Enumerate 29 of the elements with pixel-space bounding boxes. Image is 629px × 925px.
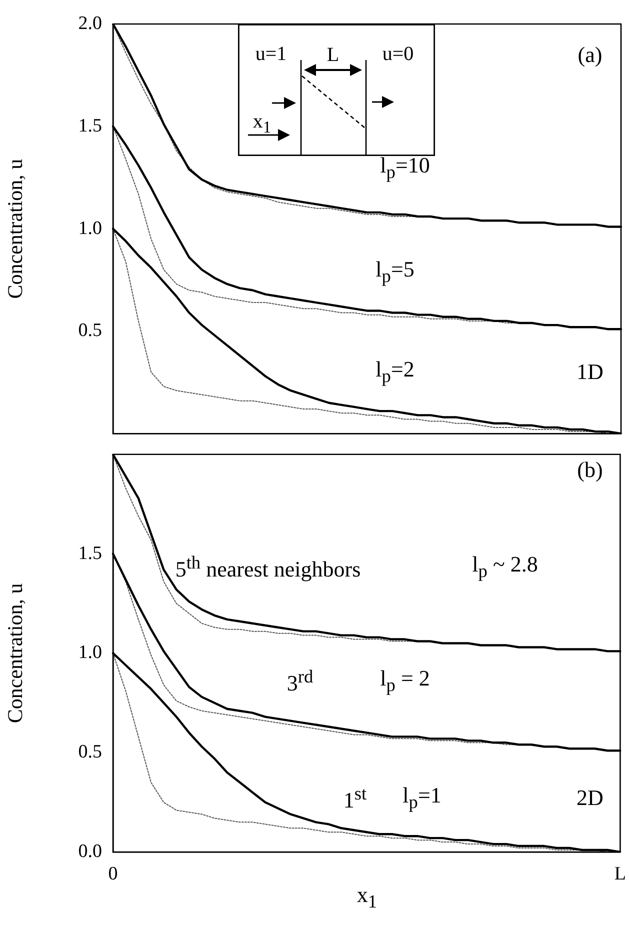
- annotation: l$_{p}$=5: [376, 256, 414, 286]
- annotation: 1$^{st}$: [343, 783, 367, 813]
- annotation: L: [326, 44, 340, 66]
- annotation: l$_{p}$=1: [402, 782, 442, 812]
- annotation: 5$^{th}$ nearest neighbors: [175, 552, 361, 582]
- y-tick-label: 1.0: [78, 218, 102, 239]
- y-axis-title: Concentration, u: [3, 158, 28, 299]
- annotation: 1D: [576, 359, 604, 384]
- y-tick-label: 0.5: [78, 320, 102, 342]
- y-tick-label: 1.5: [78, 115, 102, 136]
- annotation: x$_{1}$: [252, 110, 272, 137]
- y-tick-label: 0.5: [78, 742, 102, 763]
- x-tick-label: 0: [108, 863, 118, 884]
- y-tick-label: 1.0: [78, 642, 102, 664]
- annotation: u=0: [382, 43, 414, 65]
- annotation: 3$^{rd}$: [286, 666, 314, 696]
- annotation: l$_{p}$=10: [380, 152, 430, 182]
- annotation: (b): [577, 457, 603, 482]
- annotation: l$_{p}$ = 2: [380, 666, 430, 696]
- annotation: l$_{p}$ ~ 2.8: [472, 552, 538, 582]
- annotation: l$_{p}$=2: [376, 356, 414, 386]
- y-tick-label: 0.0: [78, 840, 102, 862]
- y-tick-label: 1.5: [78, 542, 102, 564]
- annotation: (a): [578, 42, 602, 67]
- y-axis-title: Concentration, u: [3, 582, 28, 724]
- annotation: 2D: [576, 785, 604, 810]
- y-tick-label: 2.0: [78, 12, 102, 34]
- annotation: u=1: [255, 43, 287, 65]
- x-axis-title: x$_{1}$: [356, 882, 378, 912]
